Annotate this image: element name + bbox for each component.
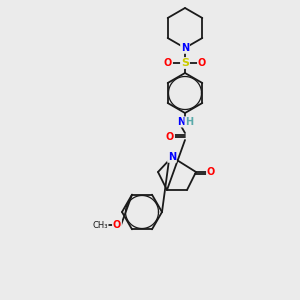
Text: O: O: [164, 58, 172, 68]
Text: O: O: [207, 167, 215, 177]
Text: N: N: [181, 43, 189, 53]
Text: O: O: [113, 220, 121, 230]
Text: N: N: [168, 152, 176, 162]
Text: CH₃: CH₃: [92, 220, 108, 230]
Text: O: O: [166, 132, 174, 142]
Text: S: S: [181, 58, 189, 68]
Text: H: H: [185, 117, 193, 127]
Text: O: O: [198, 58, 206, 68]
Text: N: N: [177, 117, 185, 127]
